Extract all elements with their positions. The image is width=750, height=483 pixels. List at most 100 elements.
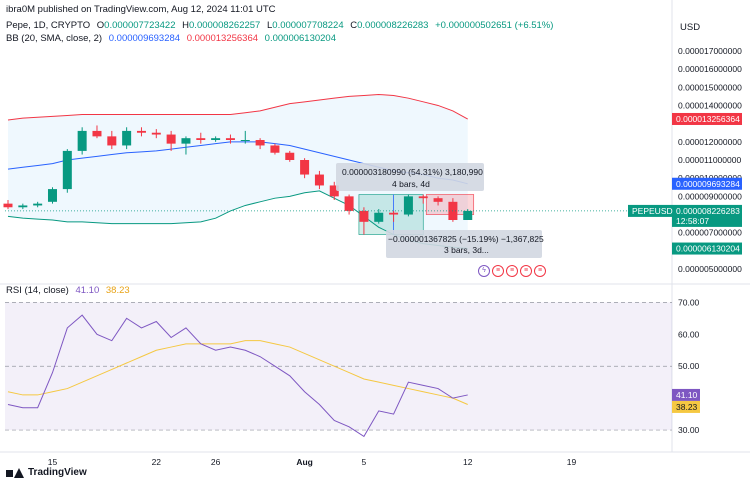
candle (389, 210, 399, 222)
tradingview-logo[interactable]: TradingView (6, 467, 87, 478)
rsi-tick-label: 70.00 (678, 297, 700, 307)
candle-body (240, 140, 250, 141)
candle (62, 149, 72, 193)
candle-body (92, 130, 102, 137)
x-axis-label: 19 (567, 457, 577, 467)
symbol-label[interactable]: Pepe, 1D, CRYPTO (6, 20, 91, 31)
measure-down-value: −0.000001367825 (−15.19%) −1,367,825 (388, 234, 544, 244)
candle (166, 130, 176, 151)
candle (47, 187, 57, 204)
change-value: +0.000000502651 (+6.51%) (435, 20, 554, 31)
lightning-icon[interactable]: ϟ (478, 265, 490, 277)
symbol-tag-bg (628, 204, 672, 217)
candle (3, 200, 13, 210)
last-price-tag: 0.000008226283 (676, 206, 740, 216)
high-value: 0.000008262257 (189, 20, 261, 31)
us-flag-icon[interactable]: ≡ (534, 265, 546, 277)
candle-body (107, 136, 117, 146)
low-label: L (266, 20, 273, 31)
candle (270, 143, 280, 155)
candle-body (151, 132, 161, 135)
candle-body (211, 138, 221, 140)
candle (225, 134, 235, 144)
us-flag-icon[interactable]: ≡ (492, 265, 504, 277)
x-axis-label: 22 (152, 457, 162, 467)
bb-upper-value: 0.000013256364 (186, 33, 259, 44)
candle (374, 209, 384, 224)
bb-label[interactable]: BB (20, SMA, close, 2) (6, 33, 103, 44)
candle (418, 194, 428, 204)
candle (433, 196, 443, 206)
close-value: 0.000008226283 (357, 20, 429, 31)
bb-legend: BB (20, SMA, close, 2) 0.000009693284 0.… (6, 33, 336, 44)
price-tick-label: 0.000017000000 (678, 46, 742, 56)
price-tick-label: 0.000009000000 (678, 191, 742, 201)
rsi-value-tag: 41.10 (676, 390, 698, 400)
rsi-ma-tag: 38.23 (676, 402, 698, 412)
candle-body (359, 210, 369, 222)
candle (240, 130, 250, 144)
rsi-ma-tag-bg (672, 400, 700, 413)
bb-basis-price-tag-bg (672, 177, 742, 190)
candle (136, 127, 146, 137)
candle-body (418, 196, 428, 199)
us-flag-icon[interactable]: ≡ (506, 265, 518, 277)
rsi-legend: RSI (14, close) 41.10 38.23 (6, 285, 130, 296)
bb-upper-line (7, 94, 468, 121)
publisher-text: ibra0M published on TradingView.com, Aug… (6, 4, 276, 15)
us-flag-icon[interactable]: ≡ (520, 265, 532, 277)
candle-body (344, 196, 354, 211)
bb-upper-price-tag-bg (672, 112, 742, 125)
currency-label[interactable]: USD (680, 22, 701, 33)
candle-body (300, 160, 310, 175)
measure-down-label-bg (386, 230, 542, 258)
tradingview-icon (6, 467, 24, 478)
rsi-tick-label: 60.00 (678, 329, 700, 339)
candle (211, 136, 221, 142)
candle (77, 127, 87, 155)
x-axis-label: 15 (48, 457, 58, 467)
measure-up-value: 0.000003180990 (54.31%) 3,180,990 (342, 167, 483, 177)
rsi-tick-label: 30.00 (678, 425, 700, 435)
candle-body (77, 130, 87, 151)
high-label: H (182, 20, 190, 31)
bar-countdown: 12:58:07 (676, 216, 709, 226)
candle (151, 129, 161, 139)
low-value: 0.000007708224 (272, 20, 344, 31)
candle-body (136, 130, 146, 133)
candle (181, 136, 191, 155)
candle (329, 181, 339, 200)
candle-body (389, 212, 399, 215)
candle (33, 201, 43, 208)
rsi-label[interactable]: RSI (14, close) (6, 285, 69, 296)
measure-down-bars: 3 bars, 3d... (444, 245, 489, 255)
measure-up-bars: 4 bars, 4d (392, 179, 430, 189)
open-value: 0.000007723422 (104, 20, 176, 31)
candle (92, 125, 102, 139)
x-axis-label: 26 (211, 457, 221, 467)
candle (285, 150, 295, 162)
bb-basis-value: 0.000009693284 (108, 33, 181, 44)
bb-upper-price-tag: 0.000013256364 (676, 114, 740, 124)
bb-basis-price-tag: 0.000009693284 (676, 179, 740, 189)
candle-body (270, 145, 280, 153)
candle-body (463, 210, 473, 220)
candle (122, 127, 132, 150)
candle (255, 138, 265, 150)
rsi-ma-value: 38.23 (105, 285, 130, 296)
candle (403, 194, 413, 217)
price-tick-label: 0.000011000000 (678, 155, 741, 165)
ohlc-legend: Pepe, 1D, CRYPTO O0.000007723422 H0.0000… (6, 20, 553, 31)
rsi-value-tag-bg (672, 388, 700, 401)
publisher-header: ibra0M published on TradingView.com, Aug… (6, 4, 276, 15)
price-tick-label: 0.000005000000 (678, 264, 742, 274)
candle-body (62, 150, 72, 190)
candle (196, 132, 206, 144)
candle-body (181, 138, 191, 144)
candle-body (166, 134, 176, 144)
bb-lower-price-tag: 0.000006130204 (676, 244, 740, 254)
candle-body (3, 203, 13, 208)
candle-body (285, 152, 295, 160)
candle-body (18, 205, 28, 208)
